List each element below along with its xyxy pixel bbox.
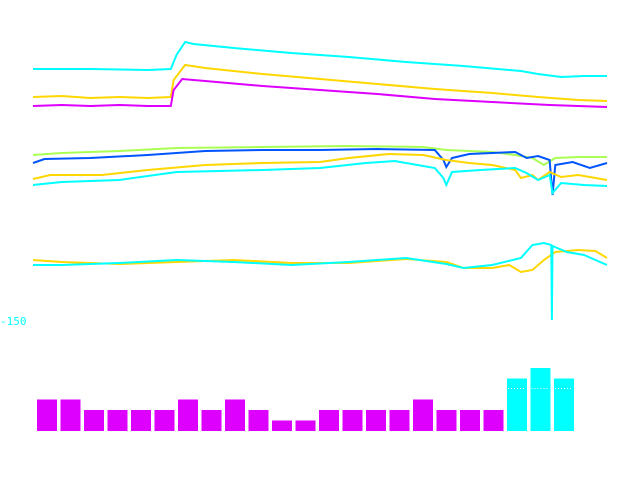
bar-13 [319,410,339,431]
middle-trace-3 [32,159,608,196]
bar-14 [342,410,363,431]
bar-21 [507,378,527,431]
bar-15 [366,410,386,431]
top-trace-0 [33,40,607,79]
bar-17 [413,399,433,431]
bar-4 [107,410,128,431]
scale-label: -150 [0,315,27,328]
bar-9 [225,399,245,431]
bottom-trace-0 [32,248,608,274]
bar-16 [389,410,410,431]
bar-22 [530,368,551,431]
top-trace-1 [32,63,608,102]
middle-trace-0 [32,144,607,167]
bar-3 [84,410,104,431]
bar-19 [460,410,480,431]
bar-11 [272,420,292,431]
middle-trace-1 [32,147,608,196]
bar-6 [154,410,175,431]
bar-20 [483,410,504,431]
middle-trace-2 [32,152,608,182]
bar-12 [295,420,316,431]
bar-18 [436,410,457,431]
bar-7 [178,399,198,431]
bar-1 [37,399,57,431]
bar-2 [60,399,81,431]
bar-8 [201,410,222,431]
bar-23 [554,378,574,431]
bar-10 [248,410,269,431]
top-trace-2 [32,77,608,108]
bottom-trace-1 [33,241,608,321]
bar-5 [131,410,151,431]
